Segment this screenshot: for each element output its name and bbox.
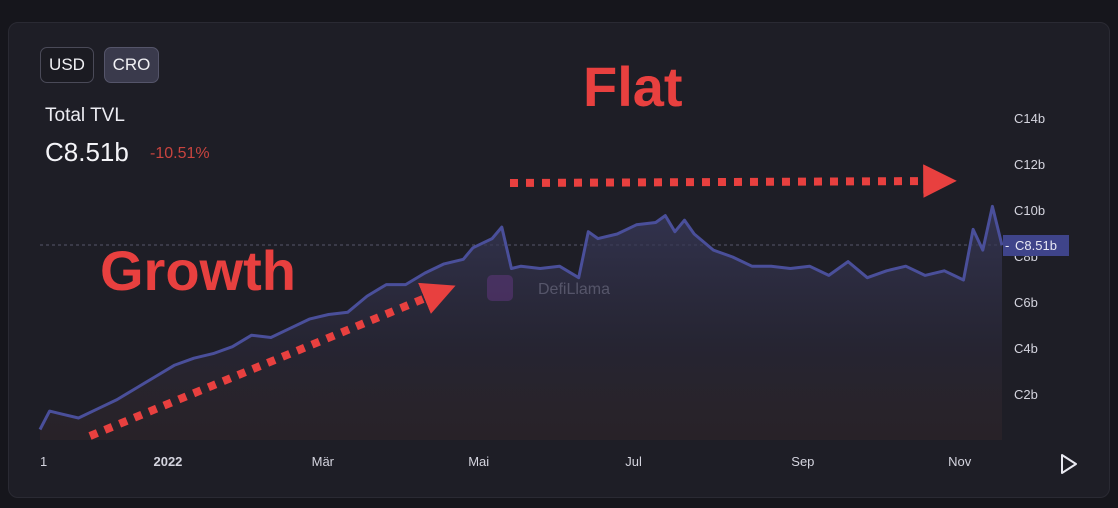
x-tick-label: Mär: [312, 454, 335, 469]
y-tick-label: C6b: [1014, 295, 1038, 310]
growth-annotation: Growth: [100, 239, 296, 302]
current-value-label: C8.51b: [1015, 238, 1057, 253]
tvl-series-line: [38, 204, 1004, 431]
x-tick-label: 1: [40, 454, 47, 469]
x-tick-label: Mai: [468, 454, 489, 469]
svg-text:-: -: [1005, 238, 1009, 253]
total-tvl-value: C8.51b: [45, 137, 129, 167]
x-tick-label: 2022: [153, 454, 182, 469]
current-value-badge: - C8.51b: [1003, 235, 1069, 256]
x-tick-label: Jul: [625, 454, 642, 469]
y-tick-label: C12b: [1014, 157, 1045, 172]
usd-toggle-button[interactable]: USD: [40, 47, 94, 83]
x-tick-label: Nov: [948, 454, 972, 469]
y-tick-label: C10b: [1014, 203, 1045, 218]
play-icon[interactable]: [1058, 452, 1080, 476]
flat-arrow: [509, 164, 957, 198]
tvl-change-percent: -10.51%: [150, 145, 210, 162]
cro-toggle-button[interactable]: CRO: [104, 47, 159, 83]
flat-annotation: Flat: [583, 55, 683, 118]
watermark-text: DefiLlama: [538, 281, 610, 298]
total-tvl-label: Total TVL: [45, 105, 125, 126]
y-tick-label: C14b: [1014, 111, 1045, 126]
tvl-area-fill: [40, 206, 1002, 440]
y-tick-label: C4b: [1014, 341, 1038, 356]
x-axis: 1 2022 Mär Mai Jul Sep Nov: [40, 454, 972, 469]
watermark: DefiLlama: [487, 275, 610, 301]
y-tick-label: C2b: [1014, 387, 1038, 402]
x-tick-label: Sep: [791, 454, 814, 469]
